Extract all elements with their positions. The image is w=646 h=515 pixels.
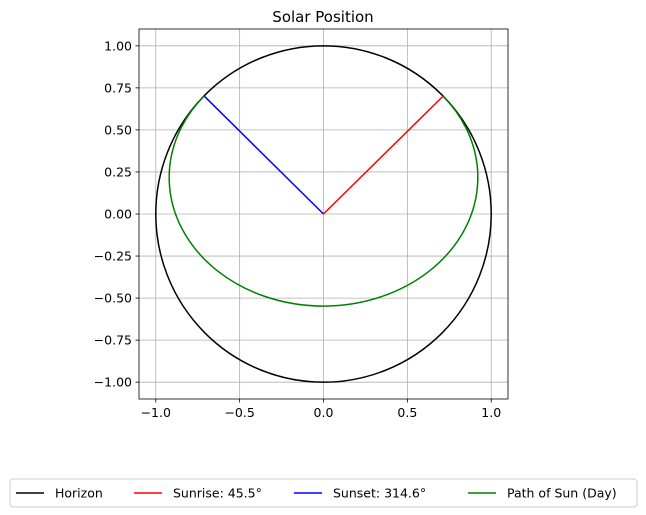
- series-sunset: [203, 95, 325, 215]
- x-tick-label: 0.0: [314, 405, 334, 420]
- x-axis: −1.0 −0.5 0.0 0.5 1.0: [141, 399, 501, 420]
- series-sunrise: [322, 95, 444, 215]
- series-horizon: [155, 45, 492, 383]
- legend-label: Sunrise: 45.5°: [173, 486, 262, 501]
- y-tick-label: 0.00: [104, 207, 132, 222]
- x-tick-label: 0.5: [397, 405, 417, 420]
- y-axis: 1.00 0.75 0.50 0.25 0.00 −0.25 −0.50 −0.75 −1.00: [94, 38, 139, 390]
- legend-label: Path of Sun (Day): [507, 486, 617, 501]
- legend-label: Horizon: [55, 486, 103, 501]
- y-tick-label: −0.25: [94, 249, 132, 264]
- chart-title: Solar Position: [272, 8, 373, 26]
- legend: Horizon Sunrise: 45.5° Sunset: 314.6° Path …: [9, 478, 638, 508]
- y-tick-label: −0.50: [94, 291, 132, 306]
- x-tick-label: 1.0: [481, 405, 501, 420]
- y-tick-label: −0.75: [94, 333, 132, 348]
- y-tick-label: −1.00: [94, 375, 132, 390]
- x-tick-label: −0.5: [224, 405, 254, 420]
- y-tick-label: 0.75: [104, 80, 132, 95]
- series-path-of-sun-day: [168, 95, 479, 307]
- legend-box: [9, 478, 638, 508]
- y-tick-label: 0.25: [104, 164, 132, 179]
- x-tick-label: −1.0: [141, 405, 171, 420]
- series-group: [155, 45, 492, 383]
- y-tick-label: 1.00: [104, 38, 132, 53]
- legend-label: Sunset: 314.6°: [333, 486, 426, 501]
- y-tick-label: 0.50: [104, 122, 132, 137]
